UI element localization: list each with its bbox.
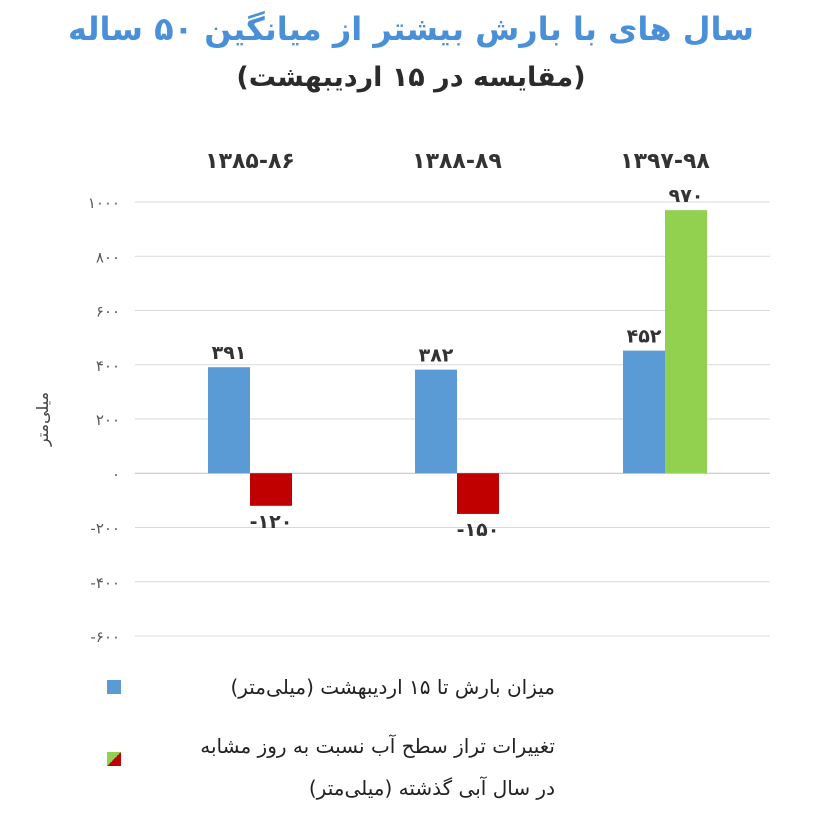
legend-item-rainfall: میزان بارش تا ۱۵ اردیبهشت (میلی‌متر) — [230, 675, 555, 699]
y-tick-label: ۸۰۰ — [96, 248, 120, 266]
chart-title: سال های با بارش بیشتر از میانگین ۵۰ ساله — [68, 10, 754, 48]
category-label: ۱۳۹۷-۹۸ — [620, 149, 710, 174]
y-tick-label: ۱۰۰۰ — [88, 194, 120, 212]
data-label: ۴۵۲ — [627, 326, 662, 348]
legend-swatch-water-level — [107, 752, 121, 766]
category-label: ۱۳۸۵-۸۶ — [205, 149, 295, 174]
legend-item-water-level-line2: در سال آبی گذشته (میلی‌متر) — [308, 776, 555, 800]
data-label: ۹۷۰ — [669, 185, 704, 207]
legend-item-water-level-line1: تغییرات تراز سطح آب نسبت به روز مشابه — [200, 734, 555, 758]
bar-water-level — [665, 210, 707, 474]
y-tick-label: -۴۰۰ — [90, 574, 120, 592]
bar-rainfall — [208, 367, 250, 474]
y-tick-label: -۲۰۰ — [90, 520, 120, 538]
y-axis-label: میلی‌متر — [33, 392, 53, 447]
y-tick-label: ۶۰۰ — [96, 303, 120, 321]
y-tick-label: -۶۰۰ — [90, 628, 120, 646]
legend-swatch-rainfall — [107, 680, 121, 694]
y-tick-label: ۰ — [112, 465, 120, 483]
data-label: ۳۹۱ — [212, 342, 247, 364]
bar-chart: ۱۰۰۰ ۸۰۰ ۶۰۰ ۴۰۰ ۲۰۰ ۰ -۲۰۰ -۴۰۰ -۶۰۰ میلی‌متر ۱۳۸… — [33, 149, 770, 646]
data-label: ۳۸۲ — [419, 345, 454, 367]
data-label: -۱۲۰ — [250, 511, 293, 533]
bar-rainfall — [415, 369, 457, 474]
y-tick-label: ۲۰۰ — [96, 411, 120, 429]
category-label: ۱۳۸۸-۸۹ — [412, 149, 502, 174]
bar-water-level — [250, 473, 292, 506]
bar-rainfall — [623, 350, 665, 474]
chart-subtitle: (مقایسه در ۱۵ اردیبهشت) — [236, 62, 586, 93]
y-tick-label: ۴۰۰ — [96, 357, 120, 375]
bar-water-level — [457, 473, 499, 514]
data-label: -۱۵۰ — [457, 519, 500, 541]
legend-item-water-level: تغییرات تراز سطح آب نسبت به روز مشابه در… — [95, 725, 555, 809]
